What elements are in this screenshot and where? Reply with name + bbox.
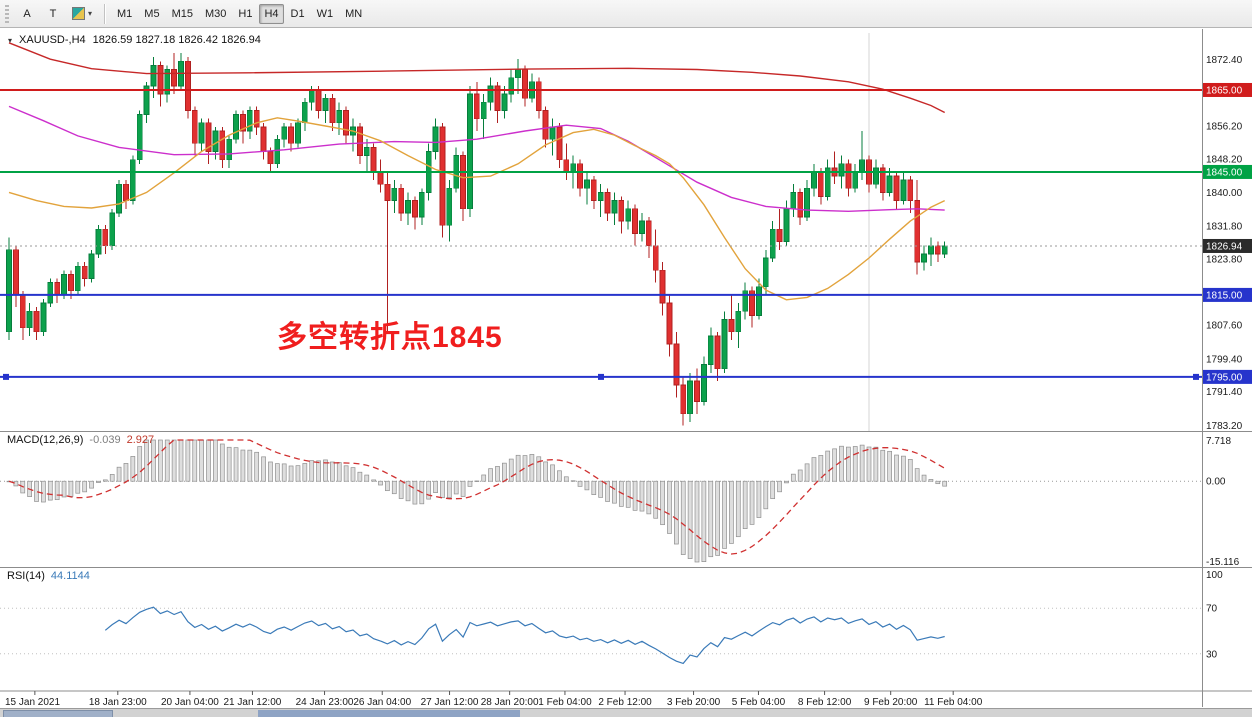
svg-text:7.718: 7.718: [1206, 436, 1231, 447]
font-tool-button[interactable]: A: [15, 4, 39, 24]
ma-mid-magenta: [8, 105, 945, 213]
svg-text:20 Jan 04:00: 20 Jan 04:00: [161, 697, 219, 708]
svg-text:1791.40: 1791.40: [1206, 387, 1243, 398]
svg-text:15 Jan 2021: 15 Jan 2021: [5, 697, 60, 708]
hline-handle[interactable]: [1193, 373, 1199, 380]
svg-text:11 Feb 04:00: 11 Feb 04:00: [924, 697, 983, 708]
toolbar-separator: [104, 3, 106, 24]
macd-signal-line: [8, 439, 946, 555]
toolbar: A T ▾ M1 M5 M15 M30 H1 H4 D1 W1 MN: [0, 0, 1252, 28]
svg-text:9 Feb 20:00: 9 Feb 20:00: [864, 697, 918, 708]
svg-text:1848.20: 1848.20: [1206, 154, 1243, 165]
text-tool-button[interactable]: T: [41, 4, 65, 24]
toolbar-grip-icon[interactable]: [5, 4, 9, 23]
svg-text:70: 70: [1206, 604, 1218, 615]
ma-long-red: [8, 42, 946, 114]
chart-ohlc-values: 1826.59 1827.18 1826.42 1826.94: [92, 34, 261, 46]
chart-symbol-label: XAUUSD-,H4: [19, 34, 86, 46]
chart-header: ▾ XAUUSD-,H4 1826.59 1827.18 1826.42 182…: [8, 34, 261, 46]
svg-text:1823.80: 1823.80: [1206, 254, 1243, 265]
rsi-line: [104, 606, 945, 665]
timeframe-button-h4[interactable]: H4: [259, 3, 284, 24]
svg-text:5 Feb 04:00: 5 Feb 04:00: [732, 697, 786, 708]
chart-context-icon[interactable]: ▾: [8, 36, 13, 45]
timeframe-button-m1[interactable]: M1: [112, 4, 137, 24]
bottom-tab-strip: [0, 708, 1252, 717]
price-badge-1826.94: [1203, 238, 1252, 253]
rsi-label: RSI(14) 44.1144: [7, 570, 90, 582]
macd-main-value: -0.039: [89, 434, 121, 446]
macd-signal-value: 2.927: [126, 434, 155, 446]
svg-text:1845.00: 1845.00: [1206, 167, 1243, 178]
timeframe-button-m15[interactable]: M15: [167, 4, 198, 24]
svg-text:30: 30: [1206, 649, 1218, 660]
svg-text:1807.60: 1807.60: [1206, 321, 1243, 332]
svg-text:1783.20: 1783.20: [1206, 421, 1243, 432]
timeframe-button-m5[interactable]: M5: [139, 4, 164, 24]
rsi-value: 44.1144: [50, 570, 90, 582]
timeframe-button-d1[interactable]: D1: [286, 4, 310, 24]
timeframe-toolbar: M1 M5 M15 M30 H1 H4 D1 W1 MN: [111, 3, 368, 24]
svg-text:8 Feb 12:00: 8 Feb 12:00: [798, 697, 852, 708]
svg-text:1826.94: 1826.94: [1206, 241, 1243, 252]
price-scale[interactable]: 1872.40 1856.20 1848.20 1840.00 1831.80 1823.…: [1203, 55, 1252, 432]
macd-label: MACD(12,26,9) -0.039 2.927: [7, 434, 154, 446]
svg-text:26 Jan 04:00: 26 Jan 04:00: [353, 697, 411, 708]
candles-layer: [6, 53, 948, 426]
svg-text:0.00: 0.00: [1206, 477, 1226, 488]
timeframe-button-mn[interactable]: MN: [340, 4, 367, 24]
svg-text:3 Feb 20:00: 3 Feb 20:00: [667, 697, 721, 708]
svg-text:24 Jan 23:00: 24 Jan 23:00: [296, 697, 354, 708]
svg-text:1 Feb 04:00: 1 Feb 04:00: [538, 697, 592, 708]
svg-text:1872.40: 1872.40: [1206, 55, 1243, 66]
price-badge-1845.00: [1203, 164, 1252, 179]
chart-annotation[interactable]: 多空转折点1845: [277, 321, 503, 354]
rsi-panel: 100 70 30: [0, 570, 1223, 665]
svg-text:28 Jan 20:00: 28 Jan 20:00: [481, 697, 539, 708]
svg-text:100: 100: [1206, 570, 1223, 581]
svg-text:2 Feb 12:00: 2 Feb 12:00: [598, 697, 652, 708]
svg-text:27 Jan 12:00: 27 Jan 12:00: [421, 697, 479, 708]
chart-tab[interactable]: [3, 710, 113, 717]
svg-text:1795.00: 1795.00: [1206, 372, 1243, 383]
svg-text:1856.20: 1856.20: [1206, 122, 1243, 133]
svg-text:1815.00: 1815.00: [1206, 290, 1243, 301]
svg-text:21 Jan 12:00: 21 Jan 12:00: [224, 697, 282, 708]
svg-text:18 Jan 23:00: 18 Jan 23:00: [89, 697, 147, 708]
chevron-down-icon: ▾: [88, 9, 93, 18]
chart-tab[interactable]: [258, 710, 520, 717]
rsi-name: RSI(14): [7, 570, 45, 582]
hlines-layer: [0, 88, 1202, 380]
timeframe-button-w1[interactable]: W1: [312, 4, 339, 24]
svg-text:1831.80: 1831.80: [1206, 222, 1243, 233]
macd-panel: 7.718 0.00 -15.116: [0, 436, 1240, 568]
timeframe-button-m30[interactable]: M30: [200, 4, 231, 24]
price-badge-1815.00: [1203, 287, 1252, 302]
color-tool-button[interactable]: ▾: [67, 4, 97, 24]
price-badge-1865.00: [1203, 82, 1252, 97]
price-badge-1795.00: [1203, 369, 1252, 384]
macd-name: MACD(12,26,9): [7, 434, 84, 446]
timeframe-button-h1[interactable]: H1: [233, 4, 257, 24]
hline-handle[interactable]: [3, 373, 9, 380]
svg-text:1865.00: 1865.00: [1206, 85, 1243, 96]
hline-handle[interactable]: [598, 373, 604, 380]
svg-text:-15.116: -15.116: [1206, 557, 1240, 568]
svg-text:1799.40: 1799.40: [1206, 354, 1243, 365]
color-swatch-icon: [72, 7, 85, 20]
time-scale[interactable]: 15 Jan 2021 18 Jan 23:00 20 Jan 04:00 21 Ja…: [5, 691, 983, 708]
panel-separators: [0, 29, 1252, 707]
svg-text:1840.00: 1840.00: [1206, 188, 1243, 199]
